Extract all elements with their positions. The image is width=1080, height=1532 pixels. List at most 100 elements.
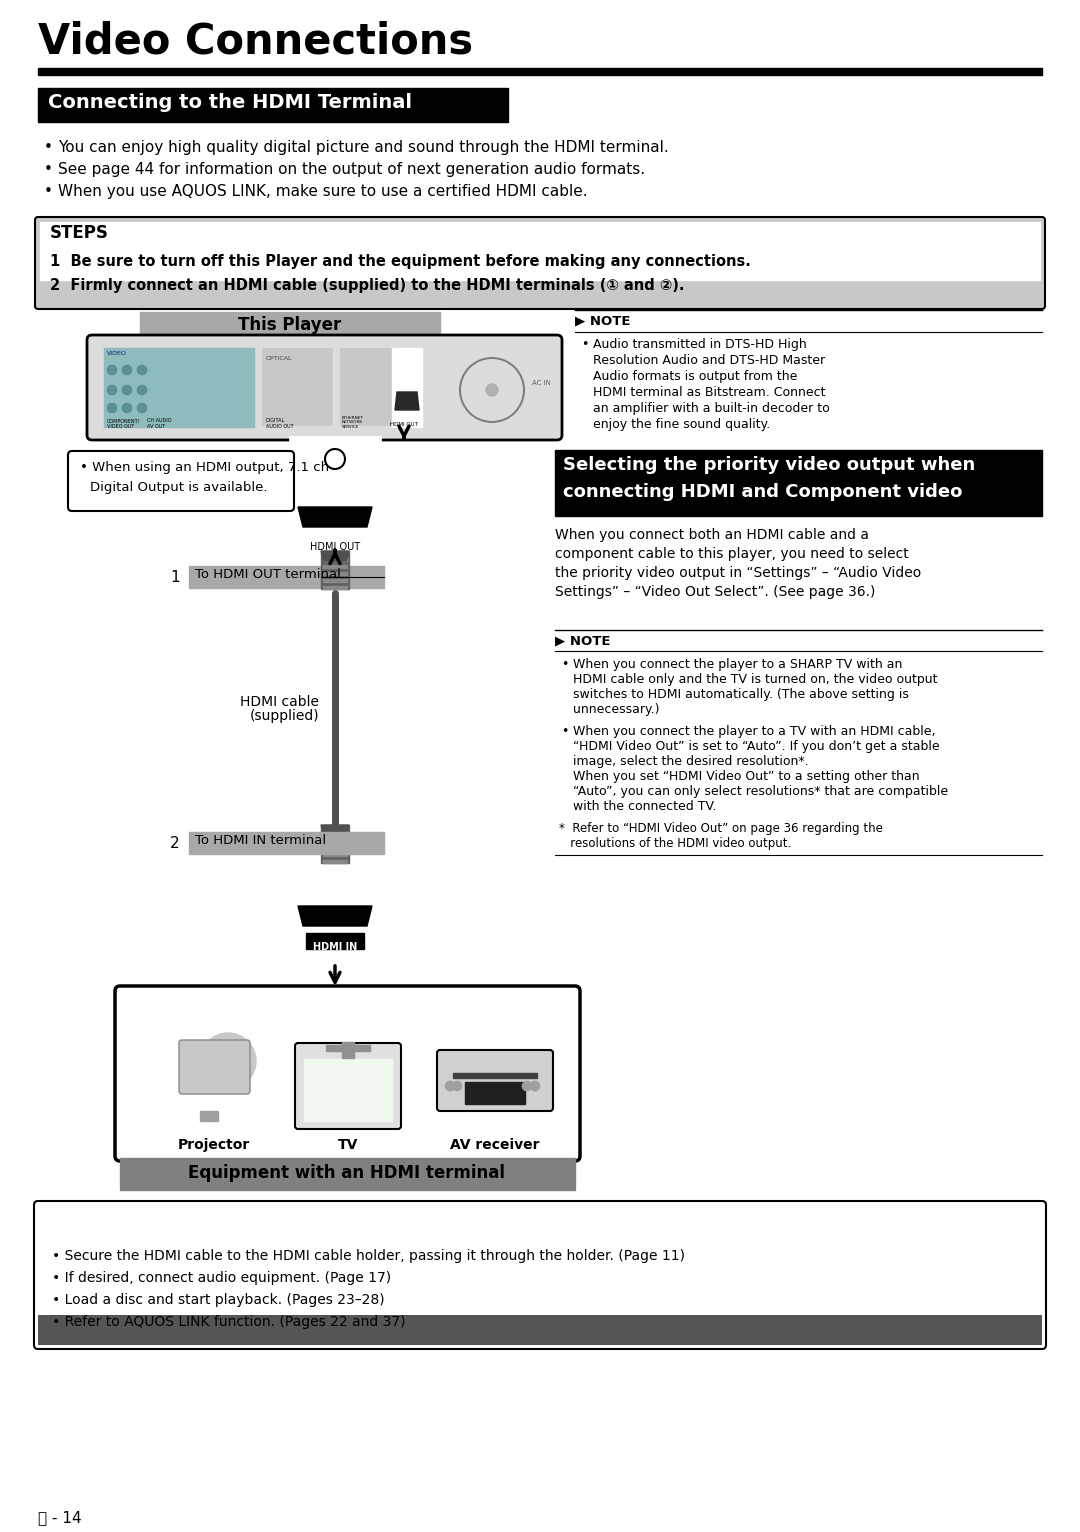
Text: •: •: [44, 139, 53, 155]
Text: You can enjoy high quality digital picture and sound through the HDMI terminal.: You can enjoy high quality digital pictu…: [58, 139, 669, 155]
Bar: [120, 1158, 575, 1190]
Bar: [189, 565, 384, 588]
Text: Video Connections: Video Connections: [38, 20, 473, 61]
Bar: [321, 552, 349, 588]
Text: “Auto”, you can only select resolutions* that are compatible: “Auto”, you can only select resolutions*…: [573, 784, 948, 798]
Circle shape: [137, 365, 147, 375]
Text: HDMI OUT: HDMI OUT: [310, 542, 360, 552]
Bar: [321, 826, 349, 863]
Text: •: •: [44, 184, 53, 199]
Text: When you connect both an HDMI cable and a: When you connect both an HDMI cable and …: [555, 529, 869, 542]
Text: with the connected TV.: with the connected TV.: [573, 800, 716, 813]
Text: component cable to this player, you need to select: component cable to this player, you need…: [555, 547, 908, 561]
Text: 1: 1: [171, 570, 179, 585]
Text: the priority video output in “Settings” – “Audio Video: the priority video output in “Settings” …: [555, 565, 921, 581]
Circle shape: [107, 403, 117, 414]
Polygon shape: [298, 905, 372, 925]
Text: OPTICAL: OPTICAL: [266, 355, 293, 362]
Text: ⓔ - 14: ⓔ - 14: [38, 1511, 82, 1524]
Text: DIGITAL
AUDIO OUT: DIGITAL AUDIO OUT: [266, 418, 294, 429]
Text: When you use AQUOS LINK, make sure to use a certified HDMI cable.: When you use AQUOS LINK, make sure to us…: [58, 184, 588, 199]
Text: enjoy the fine sound quality.: enjoy the fine sound quality.: [593, 418, 770, 430]
Bar: [104, 348, 254, 427]
Text: •: •: [581, 339, 589, 351]
Text: COMPONENT/
VIDEO OUT: COMPONENT/ VIDEO OUT: [107, 418, 140, 429]
Bar: [291, 872, 380, 961]
Bar: [40, 222, 1040, 280]
Bar: [453, 1072, 537, 1079]
Bar: [262, 348, 332, 424]
Text: VIDEO: VIDEO: [107, 351, 126, 355]
Circle shape: [107, 385, 117, 395]
Text: • If desired, connect audio equipment. (Page 17): • If desired, connect audio equipment. (…: [52, 1272, 391, 1285]
Text: Audio transmitted in DTS-HD High: Audio transmitted in DTS-HD High: [593, 339, 807, 351]
Bar: [555, 450, 1042, 516]
Text: 1  Be sure to turn off this Player and the equipment before making any connectio: 1 Be sure to turn off this Player and th…: [50, 254, 751, 270]
Bar: [323, 832, 347, 835]
Text: HDMI cable only and the TV is turned on, the video output: HDMI cable only and the TV is turned on,…: [573, 673, 937, 686]
Text: Projector: Projector: [178, 1138, 251, 1152]
Bar: [323, 587, 347, 588]
Text: Digital Output is available.: Digital Output is available.: [90, 481, 268, 493]
Bar: [392, 348, 422, 427]
Text: *  Refer to “HDMI Video Out” on page 36 regarding the: * Refer to “HDMI Video Out” on page 36 r…: [559, 823, 882, 835]
Text: CH AUDIO
AV OUT: CH AUDIO AV OUT: [147, 418, 172, 429]
Text: 2  Firmly connect an HDMI cable (supplied) to the HDMI terminals (① and ②).: 2 Firmly connect an HDMI cable (supplied…: [50, 277, 685, 293]
Circle shape: [445, 1082, 455, 1091]
Text: • When using an HDMI output, 7.1 ch: • When using an HDMI output, 7.1 ch: [80, 461, 329, 473]
Text: • Refer to AQUOS LINK function. (Pages 22 and 37): • Refer to AQUOS LINK function. (Pages 2…: [52, 1314, 405, 1328]
Text: Resolution Audio and DTS-HD Master: Resolution Audio and DTS-HD Master: [593, 354, 825, 368]
Circle shape: [122, 365, 132, 375]
Circle shape: [530, 1082, 540, 1091]
Bar: [323, 571, 347, 574]
Polygon shape: [395, 392, 419, 411]
Text: When you connect the player to a TV with an HDMI cable,: When you connect the player to a TV with…: [573, 725, 935, 738]
Text: ▶ NOTE: ▶ NOTE: [575, 314, 631, 326]
Circle shape: [122, 385, 132, 395]
Polygon shape: [321, 826, 349, 835]
Text: Settings” – “Video Out Select”. (See page 36.): Settings” – “Video Out Select”. (See pag…: [555, 585, 876, 599]
Bar: [323, 840, 347, 843]
Bar: [303, 1059, 392, 1121]
Bar: [306, 933, 364, 948]
Text: TV: TV: [338, 1138, 359, 1152]
Bar: [323, 846, 347, 849]
Bar: [140, 313, 440, 339]
Text: 2: 2: [171, 835, 179, 850]
FancyBboxPatch shape: [68, 450, 294, 512]
Circle shape: [210, 1043, 246, 1079]
Bar: [291, 437, 380, 547]
Text: To HDMI IN terminal: To HDMI IN terminal: [195, 835, 326, 847]
Circle shape: [137, 403, 147, 414]
Bar: [342, 1042, 354, 1059]
Text: Connecting to the HDMI Terminal: Connecting to the HDMI Terminal: [48, 93, 411, 112]
Text: switches to HDMI automatically. (The above setting is: switches to HDMI automatically. (The abo…: [573, 688, 909, 702]
Text: ETHERNET
NETWORK
SERVICE: ETHERNET NETWORK SERVICE: [342, 415, 364, 429]
Bar: [323, 558, 347, 561]
Circle shape: [453, 1082, 462, 1091]
Bar: [38, 87, 508, 123]
Circle shape: [486, 385, 498, 395]
Text: • Secure the HDMI cable to the HDMI cable holder, passing it through the holder.: • Secure the HDMI cable to the HDMI cabl…: [52, 1249, 685, 1262]
Polygon shape: [321, 552, 349, 561]
Text: AC IN: AC IN: [532, 380, 551, 386]
Text: When you set “HDMI Video Out” to a setting other than: When you set “HDMI Video Out” to a setti…: [573, 771, 920, 783]
Circle shape: [107, 365, 117, 375]
Text: After connecting: After connecting: [50, 1210, 207, 1229]
Bar: [200, 1111, 218, 1121]
Bar: [323, 579, 347, 582]
FancyBboxPatch shape: [35, 218, 1045, 309]
Text: connecting HDMI and Component video: connecting HDMI and Component video: [563, 483, 962, 501]
Text: ▶ NOTE: ▶ NOTE: [555, 634, 610, 647]
Text: See page 44 for information on the output of next generation audio formats.: See page 44 for information on the outpu…: [58, 162, 645, 178]
Text: image, select the desired resolution*.: image, select the desired resolution*.: [573, 755, 809, 768]
Bar: [323, 565, 347, 568]
Circle shape: [200, 1033, 256, 1089]
Bar: [340, 348, 395, 424]
Text: To HDMI OUT terminal: To HDMI OUT terminal: [195, 568, 341, 582]
Bar: [189, 832, 384, 853]
Polygon shape: [298, 507, 372, 527]
Circle shape: [218, 1051, 238, 1071]
Text: •: •: [561, 725, 568, 738]
Bar: [38, 67, 1042, 75]
